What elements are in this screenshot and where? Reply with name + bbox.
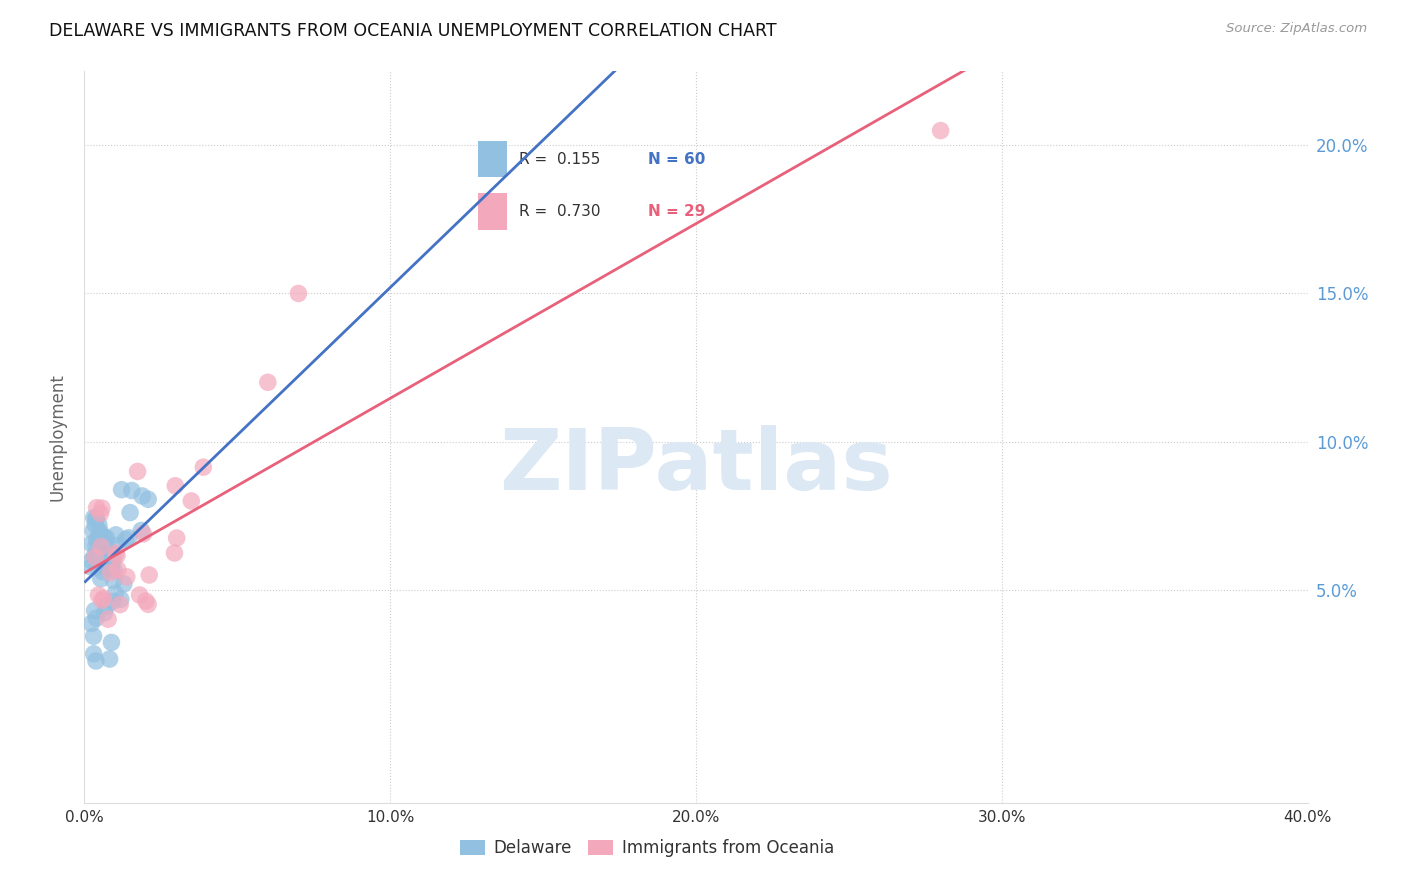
- Y-axis label: Unemployment: Unemployment: [48, 373, 66, 501]
- Text: ZIPatlas: ZIPatlas: [499, 425, 893, 508]
- Point: [107, 538, 129, 552]
- Point: [96, 599, 118, 613]
- Point: [131, 524, 153, 538]
- Point: [94, 539, 117, 553]
- Point: [107, 563, 129, 577]
- Point: [98, 549, 121, 563]
- Point: [97, 561, 120, 575]
- Point: [80, 560, 103, 574]
- Point: [84, 550, 107, 565]
- Point: [97, 552, 120, 566]
- Point: [83, 647, 105, 661]
- Point: [90, 540, 112, 554]
- Point: [120, 506, 142, 520]
- Point: [91, 593, 114, 607]
- Point: [84, 518, 107, 533]
- Point: [91, 565, 114, 579]
- Point: [86, 549, 108, 564]
- Point: [83, 604, 105, 618]
- Point: [96, 531, 118, 545]
- Point: [114, 533, 136, 547]
- Point: [83, 510, 105, 524]
- Point: [257, 376, 280, 390]
- Point: [101, 594, 124, 608]
- Point: [104, 546, 127, 560]
- Point: [135, 594, 157, 608]
- Point: [84, 611, 107, 625]
- Point: [96, 556, 118, 570]
- Point: [98, 652, 121, 666]
- Point: [93, 591, 115, 606]
- Point: [131, 489, 153, 503]
- Point: [90, 541, 112, 555]
- Point: [89, 540, 111, 554]
- Point: [117, 531, 139, 545]
- Point: [121, 483, 143, 498]
- Point: [83, 629, 105, 643]
- Point: [89, 507, 111, 521]
- Point: [90, 572, 112, 586]
- Point: [87, 517, 110, 532]
- Point: [115, 570, 138, 584]
- Point: [132, 526, 155, 541]
- Point: [84, 654, 107, 668]
- Point: [93, 606, 115, 620]
- Point: [110, 483, 132, 497]
- Point: [138, 568, 160, 582]
- Point: [86, 560, 108, 574]
- Point: [93, 531, 115, 545]
- Point: [97, 612, 120, 626]
- Point: [87, 588, 110, 602]
- Point: [100, 562, 122, 576]
- Point: [166, 531, 188, 545]
- Point: [110, 592, 132, 607]
- Point: [86, 533, 108, 547]
- Point: [163, 546, 186, 560]
- Point: [80, 537, 103, 551]
- Point: [112, 577, 135, 591]
- Point: [100, 566, 122, 580]
- Point: [104, 528, 127, 542]
- Point: [108, 598, 131, 612]
- Point: [105, 549, 128, 563]
- Point: [287, 286, 309, 301]
- Point: [84, 511, 107, 525]
- Point: [89, 527, 111, 541]
- Point: [101, 549, 124, 563]
- Point: [90, 501, 112, 516]
- Point: [89, 526, 111, 541]
- Point: [87, 532, 110, 546]
- Text: Source: ZipAtlas.com: Source: ZipAtlas.com: [1226, 22, 1367, 36]
- Point: [929, 123, 952, 137]
- Point: [100, 635, 122, 649]
- Point: [103, 553, 125, 567]
- Point: [98, 544, 121, 558]
- Point: [103, 563, 125, 577]
- Point: [165, 479, 187, 493]
- Point: [86, 512, 108, 526]
- Point: [80, 554, 103, 568]
- Point: [193, 460, 215, 475]
- Point: [127, 465, 149, 479]
- Point: [82, 524, 104, 538]
- Text: DELAWARE VS IMMIGRANTS FROM OCEANIA UNEMPLOYMENT CORRELATION CHART: DELAWARE VS IMMIGRANTS FROM OCEANIA UNEM…: [49, 22, 778, 40]
- Point: [128, 588, 150, 602]
- Point: [83, 549, 105, 564]
- Point: [136, 598, 159, 612]
- Point: [86, 500, 108, 515]
- Point: [94, 532, 117, 546]
- Point: [89, 524, 111, 539]
- Point: [180, 494, 202, 508]
- Point: [104, 586, 127, 600]
- Point: [84, 539, 107, 553]
- Point: [103, 574, 125, 588]
- Point: [80, 616, 103, 631]
- Point: [136, 492, 159, 507]
- Legend: Delaware, Immigrants from Oceania: Delaware, Immigrants from Oceania: [453, 832, 841, 864]
